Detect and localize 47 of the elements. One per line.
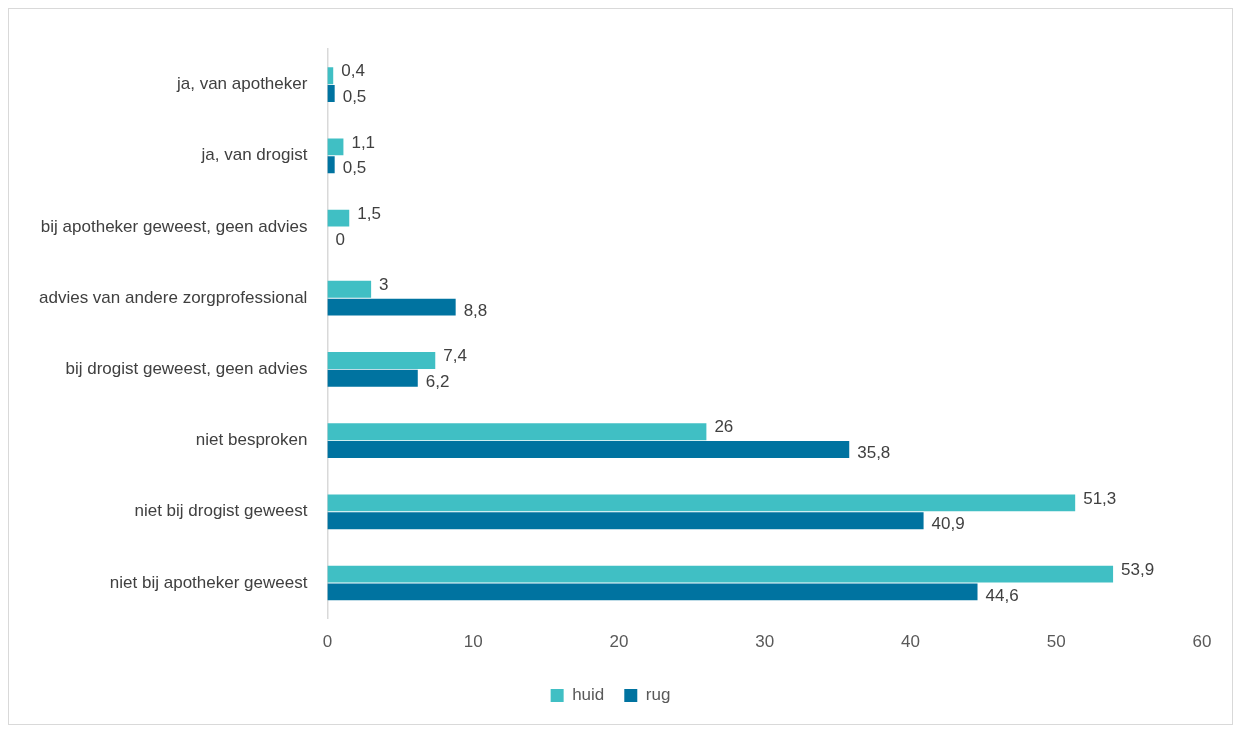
bar — [327, 423, 707, 441]
bar — [327, 298, 456, 316]
bar — [327, 85, 335, 102]
bar — [327, 565, 1114, 583]
y-tick-label: ja, van drogist — [200, 145, 308, 165]
y-tick-label: niet bij apotheker geweest — [109, 572, 308, 592]
data-label: 0,4 — [341, 61, 365, 81]
data-label: 51,3 — [1083, 488, 1117, 508]
y-tick-label: bij apotheker geweest, geen advies — [40, 216, 308, 236]
bar — [327, 156, 335, 174]
x-tick-label: 30 — [755, 632, 775, 652]
data-label: 35,8 — [857, 443, 891, 463]
legend-label: huid — [572, 685, 605, 705]
data-label: 1,5 — [357, 203, 381, 223]
data-label: 7,4 — [443, 346, 467, 366]
data-label: 8,8 — [463, 300, 488, 320]
x-tick-label: 50 — [1046, 632, 1066, 652]
y-tick-label: bij drogist geweest, geen advies — [65, 359, 308, 379]
data-label: 6,2 — [425, 371, 450, 391]
bar — [327, 209, 350, 227]
data-label: 53,9 — [1121, 559, 1155, 579]
data-label: 1,1 — [351, 132, 376, 152]
data-label: 0,5 — [342, 87, 367, 107]
x-tick-label: 20 — [609, 632, 629, 652]
bar — [327, 441, 850, 458]
x-tick-label: 40 — [901, 632, 920, 652]
y-tick-label: niet bij drogist geweest — [134, 501, 308, 521]
x-tick-label: 0 — [322, 632, 333, 652]
bar — [327, 138, 344, 156]
y-tick-label: ja, van apotheker — [175, 74, 308, 94]
data-label: 40,9 — [931, 514, 965, 534]
bar — [327, 583, 978, 601]
bar — [327, 369, 418, 387]
data-label: 0,5 — [342, 158, 367, 178]
data-label: 3 — [379, 274, 389, 294]
x-tick-label: 60 — [1192, 632, 1212, 652]
y-tick-label: niet besproken — [195, 430, 308, 450]
bar — [327, 512, 924, 530]
legend-label: rug — [645, 685, 671, 705]
data-label: 26 — [714, 417, 734, 437]
y-tick-label: advies van andere zorgprofessional — [39, 287, 308, 307]
bar — [327, 352, 436, 369]
data-label: 0 — [335, 229, 345, 249]
x-tick-label: 10 — [463, 632, 483, 652]
data-label: 44,6 — [985, 585, 1019, 605]
bar — [327, 280, 372, 298]
bar — [327, 494, 1076, 512]
